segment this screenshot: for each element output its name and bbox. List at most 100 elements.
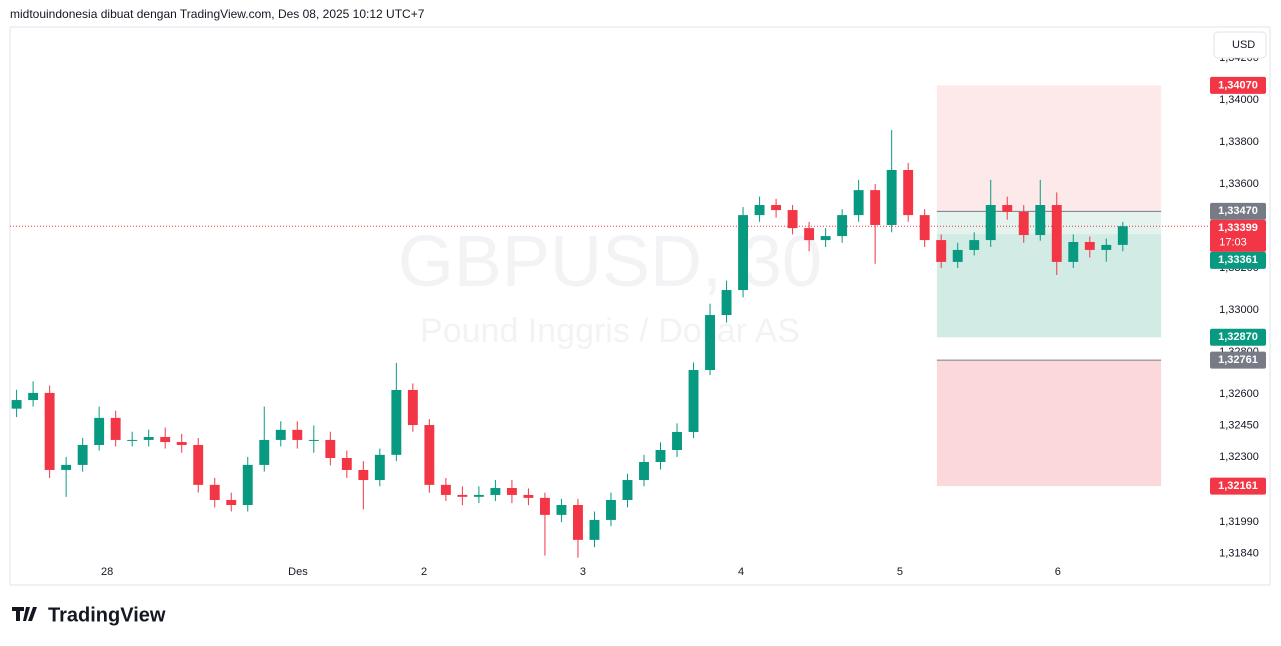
candle-body xyxy=(242,464,253,506)
candle-body xyxy=(919,215,930,241)
candle-body xyxy=(936,240,947,262)
candle-body xyxy=(490,488,501,495)
candle-body xyxy=(77,444,88,465)
currency-button[interactable] xyxy=(1213,31,1267,59)
footer-logo: TradingView xyxy=(12,604,166,626)
candle-body xyxy=(1084,241,1095,250)
y-tick-label: 1,32600 xyxy=(1219,388,1259,400)
level-box xyxy=(1210,76,1266,94)
candle-body xyxy=(424,425,435,485)
candle-body xyxy=(143,436,154,440)
candle-body xyxy=(705,315,715,371)
candle-body xyxy=(523,494,534,498)
y-tick-label: 1,32450 xyxy=(1219,419,1259,431)
candle-body xyxy=(160,436,171,443)
candle-body xyxy=(1018,211,1029,236)
y-tick-label: 1,32300 xyxy=(1219,451,1259,463)
candle-body xyxy=(358,469,369,481)
candle-body xyxy=(804,228,815,241)
candle-body xyxy=(226,499,237,506)
current-price-box xyxy=(1210,219,1266,252)
countdown-label: 17:03 xyxy=(1219,237,1247,249)
candle-body xyxy=(573,505,583,540)
candle-body xyxy=(969,240,980,250)
watermark-subtitle: Pound Inggris / Dollar AS xyxy=(420,312,800,350)
candle-body xyxy=(325,439,336,458)
candle-body xyxy=(1035,205,1046,236)
y-tick-label: 1,33800 xyxy=(1219,136,1259,148)
currency-label: USD xyxy=(1232,39,1255,51)
x-tick-label: 5 xyxy=(897,566,903,578)
logo-icon xyxy=(12,607,37,621)
level-label: 1,33361 xyxy=(1218,254,1258,266)
candle-body xyxy=(672,431,682,451)
candle-body xyxy=(721,290,732,316)
candle-body xyxy=(639,461,649,481)
candle-body xyxy=(61,464,72,470)
candle-body xyxy=(556,505,567,515)
candle-body xyxy=(1051,205,1062,262)
x-tick-label: 6 xyxy=(1055,566,1061,578)
level-box xyxy=(1210,202,1266,220)
candle-body xyxy=(457,494,468,497)
chart: GBPUSD, 30 Pound Inggris / Dollar AS 1,3… xyxy=(9,26,1271,586)
level-box xyxy=(1210,477,1266,495)
level-box xyxy=(1210,251,1266,269)
y-tick-label: 1,33600 xyxy=(1219,178,1259,190)
candle-body xyxy=(44,392,55,470)
candle-body xyxy=(870,190,881,225)
level-label: 1,33470 xyxy=(1218,205,1258,217)
candle-body xyxy=(391,389,402,455)
candle-body xyxy=(903,169,914,216)
candle-body xyxy=(952,249,963,262)
candle-body xyxy=(440,484,451,495)
x-tick-label: Des xyxy=(288,566,308,578)
candle-body xyxy=(837,215,848,237)
level-label: 1,32761 xyxy=(1218,354,1258,366)
level-label: 1,32870 xyxy=(1218,331,1258,343)
candle-body xyxy=(589,519,600,540)
candle-body xyxy=(985,205,996,241)
candle-body xyxy=(506,488,517,495)
y-tick-label: 1,34000 xyxy=(1219,94,1259,106)
candle-body xyxy=(127,439,138,441)
header-text: midtouindonesia dibuat dengan TradingVie… xyxy=(10,7,425,21)
candle-body xyxy=(754,205,765,216)
candle-body xyxy=(1101,244,1112,250)
level-box xyxy=(1210,328,1266,346)
x-tick-label: 28 xyxy=(101,566,113,578)
level-box xyxy=(1210,351,1266,369)
candle-body xyxy=(1002,205,1013,212)
candle-body xyxy=(209,484,220,500)
candle-body xyxy=(688,370,699,432)
candle-body xyxy=(341,457,352,470)
candle-body xyxy=(94,417,105,445)
x-tick-label: 2 xyxy=(421,566,427,578)
candle-body xyxy=(853,190,864,216)
candle-body xyxy=(820,236,831,241)
candle-body xyxy=(308,439,319,441)
candle-body xyxy=(11,400,22,409)
candle-body xyxy=(28,392,39,401)
candle-body xyxy=(655,450,666,462)
candle-body xyxy=(176,442,187,445)
x-tick-label: 3 xyxy=(580,566,586,578)
candle-body xyxy=(292,429,303,440)
candle-body xyxy=(539,497,550,515)
candle-body xyxy=(193,444,204,485)
candle-body xyxy=(275,429,286,440)
candle-body xyxy=(787,210,798,229)
candle-body xyxy=(1117,226,1128,245)
candle-body xyxy=(738,215,749,291)
candle-body xyxy=(771,205,782,211)
candle-body xyxy=(886,169,897,225)
candle-body xyxy=(606,499,616,520)
position-zone xyxy=(936,360,1162,487)
x-tick-label: 4 xyxy=(738,566,744,578)
position-zone xyxy=(936,85,1162,212)
candle-body xyxy=(110,417,121,440)
level-label: 1,32161 xyxy=(1218,480,1258,492)
logo-text: TradingView xyxy=(48,604,166,626)
candle-body xyxy=(259,439,270,465)
